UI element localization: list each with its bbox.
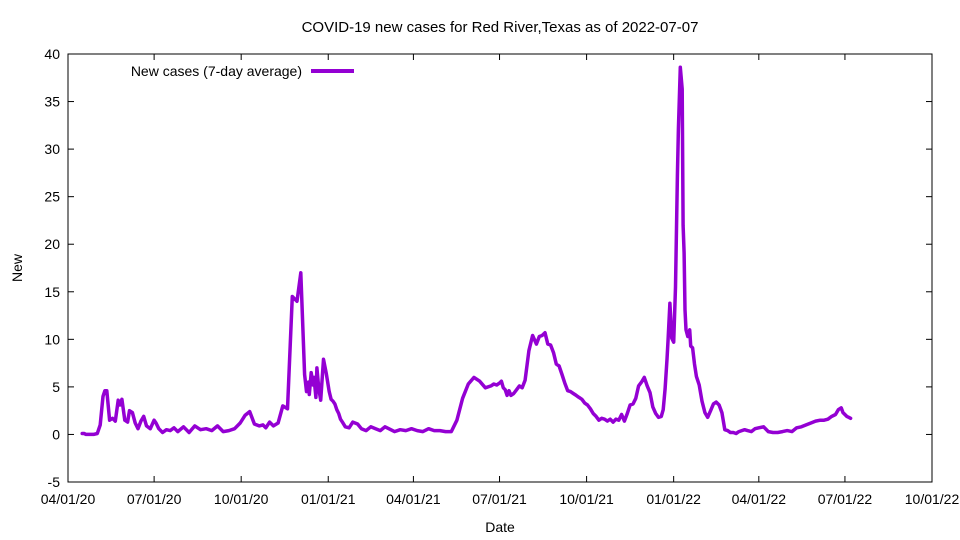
x-tick-label: 04/01/22 [732, 491, 787, 507]
y-tick-label: 15 [44, 284, 60, 300]
y-tick-label: 10 [44, 331, 60, 347]
legend-label: New cases (7-day average) [131, 63, 302, 79]
y-tick-label: -5 [48, 474, 61, 490]
x-tick-label: 07/01/22 [818, 491, 873, 507]
chart-title: COVID-19 new cases for Red River,Texas a… [302, 19, 699, 36]
x-tick-label: 07/01/21 [472, 491, 527, 507]
x-tick-label: 04/01/20 [41, 491, 96, 507]
y-tick-label: 25 [44, 189, 60, 205]
y-axis: -5 0 5 10 15 20 25 30 35 40 [44, 46, 932, 490]
x-axis-title: Date [485, 519, 515, 535]
plot-frame [67, 53, 933, 483]
x-axis: 04/01/20 07/01/20 10/01/20 01/01/21 04/01/21… [41, 54, 960, 507]
x-tick-label: 10/01/20 [214, 491, 269, 507]
series-line-new-cases [80, 65, 853, 437]
x-tick-label: 07/01/20 [127, 491, 182, 507]
x-tick-label: 10/01/22 [905, 491, 960, 507]
x-tick-label: 01/01/22 [646, 491, 701, 507]
y-axis-title: New [9, 253, 25, 282]
y-tick-label: 40 [44, 46, 60, 62]
x-tick-label: 10/01/21 [559, 491, 614, 507]
y-tick-label: 0 [52, 426, 60, 442]
x-tick-label: 01/01/21 [301, 491, 356, 507]
legend: New cases (7-day average) [131, 63, 354, 79]
y-tick-label: 5 [52, 379, 60, 395]
x-tick-label: 04/01/21 [386, 491, 441, 507]
y-tick-label: 35 [44, 94, 60, 110]
series-group [80, 65, 853, 437]
y-tick-label: 30 [44, 141, 60, 157]
y-tick-label: 20 [44, 236, 60, 252]
